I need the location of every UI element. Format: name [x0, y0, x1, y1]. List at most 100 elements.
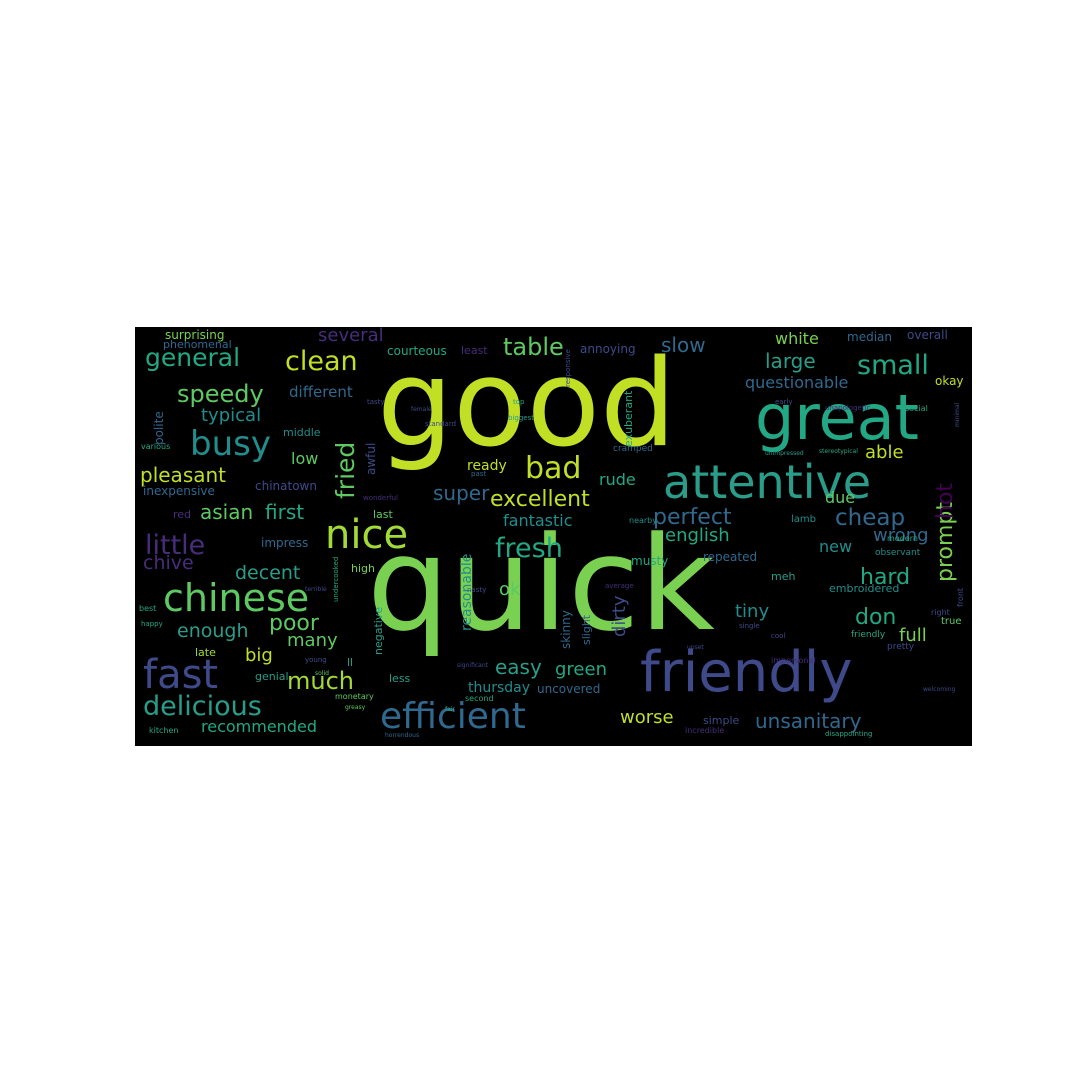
word-slight: slight [580, 614, 593, 645]
word-modern: modern [887, 534, 918, 543]
word-welcoming: welcoming [923, 686, 956, 693]
word-nasty: nasty [467, 586, 487, 594]
word-attentive: attentive [663, 455, 872, 509]
word-greasy: greasy [345, 704, 366, 711]
word-minimal: minimal [954, 402, 961, 427]
word-green: green [555, 659, 607, 680]
word-little: little [145, 530, 206, 561]
word-female: female [411, 406, 432, 413]
word-best: best [139, 604, 157, 613]
word-repeated: repeated [703, 550, 758, 564]
word-kitchen: kitchen [149, 726, 179, 735]
word-less: less [389, 672, 411, 685]
word-fried: fried [331, 441, 360, 499]
word-observant: observant [875, 548, 921, 558]
word-recommended: recommended [201, 717, 317, 736]
word-rude: rude [599, 470, 636, 489]
word-clean: clean [285, 346, 358, 377]
word-pleasant: pleasant [140, 463, 227, 487]
word-worse: worse [620, 707, 674, 728]
word-friendly-small: friendly [851, 630, 886, 640]
word-second: second [465, 694, 494, 703]
word-large: large [765, 349, 816, 373]
word-decent: decent [235, 562, 301, 584]
word-phenomenal: phenomenal [163, 338, 232, 351]
word-okay: okay [935, 374, 964, 388]
word-right: right [931, 608, 950, 617]
word-disappointing: disappointing [825, 730, 873, 738]
word-general: general [145, 343, 241, 372]
word-first: first [265, 500, 305, 524]
word-questionable: questionable [745, 373, 849, 392]
word-least: least [461, 344, 488, 357]
word-much: much [287, 667, 354, 695]
word-impersonal: impersonal [771, 656, 816, 665]
word-monetary: monetary [335, 692, 374, 701]
word-different: different [289, 383, 353, 401]
word-fresh: fresh [495, 533, 563, 564]
word-impress: impress [261, 536, 309, 550]
word-many: many [287, 630, 338, 651]
word-inexpensive: inexpensive [143, 484, 215, 498]
word-don: don [855, 605, 897, 630]
word-significant: significant [457, 662, 488, 669]
word-easy: easy [495, 655, 542, 679]
word-polite: polite [152, 411, 166, 445]
word-musty: musty [631, 554, 669, 568]
word-cool: cool [771, 632, 786, 640]
word-asian: asian [200, 500, 254, 524]
word-several: several [318, 327, 384, 346]
word-courteous: courteous [387, 344, 447, 358]
word-super: super [433, 481, 490, 505]
word-surprising: surprising [165, 328, 225, 342]
word-unimpressed: unimpressed [765, 450, 804, 457]
word-great: great [755, 381, 919, 454]
word-average: average [605, 582, 634, 590]
word-delicious: delicious [143, 691, 262, 722]
word-english: english [665, 525, 730, 546]
word-meh: meh [771, 570, 796, 583]
word-chinatown: chinatown [255, 479, 317, 493]
word-thursday: thursday [468, 680, 531, 696]
word-skinny: skinny [559, 610, 573, 649]
word-late: late [195, 646, 216, 659]
word-quick: quick [367, 508, 715, 660]
word-standard: standard [425, 420, 457, 428]
word-ok: ok [499, 579, 521, 600]
word-upset: upset [687, 644, 704, 651]
word-busy: busy [190, 424, 271, 464]
word-social: social [905, 404, 928, 413]
word-red: red [173, 508, 192, 521]
word-cramped: cramped [613, 444, 653, 454]
word-ready: ready [467, 458, 507, 474]
word-various: various [141, 442, 171, 451]
word-stereotypical: stereotypical [819, 448, 858, 455]
word-single: single [739, 622, 760, 630]
word-bad: bad [525, 451, 582, 486]
word-fantastic: fantastic [503, 511, 573, 530]
word-wonderful: wonderful [363, 494, 398, 502]
word-able: able [865, 442, 904, 463]
word-efficient: efficient [380, 696, 526, 737]
word-enough: enough [177, 620, 249, 642]
word-full: full [899, 625, 927, 646]
word-slow: slow [661, 333, 706, 357]
word-responsive: responsive [564, 349, 572, 387]
word-top: top [513, 398, 525, 406]
word-tasty: tasty [367, 398, 385, 406]
word-nice: nice [325, 512, 409, 558]
word-new: new [819, 537, 853, 556]
word-fair: fair [445, 706, 455, 713]
word-exuberant: exuberant [622, 390, 635, 447]
word-undercooked: undercooked [332, 556, 340, 602]
word-table: table [503, 333, 564, 361]
word-wrong: wrong [873, 525, 929, 546]
word-past: past [471, 470, 487, 478]
word-perfect: perfect [653, 505, 732, 530]
word-chive: chive [143, 552, 194, 574]
word-horrendous: horrendous [385, 732, 420, 739]
word-chinese: chinese [163, 576, 310, 620]
word-hot: hot [933, 482, 958, 519]
word-typical: typical [201, 405, 262, 426]
word-ll: ll [347, 656, 354, 669]
